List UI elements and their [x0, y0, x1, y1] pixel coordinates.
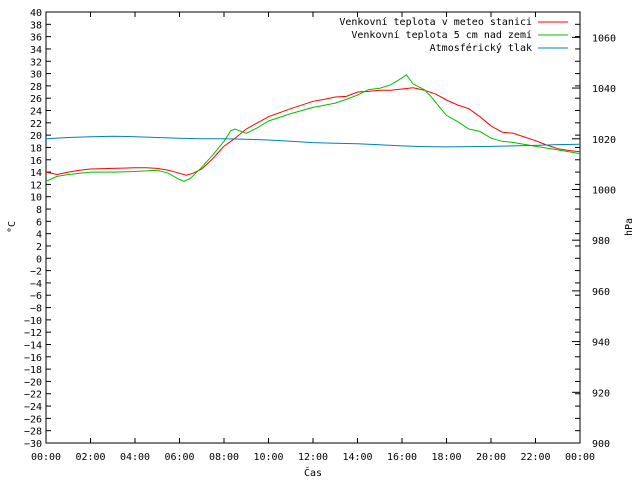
- y-tick-label: −22: [24, 390, 42, 401]
- series-line-1: [45, 87, 581, 176]
- y-tick-label: 10: [30, 193, 42, 204]
- y-tick-label: 22: [30, 119, 42, 130]
- y-tick-label: 38: [30, 20, 42, 31]
- y-tick-label: −30: [24, 439, 42, 450]
- legend: Venkovní teplota v meteo staniciVenkovní…: [339, 16, 568, 54]
- y-tick-label: −28: [24, 427, 42, 438]
- y-tick-label: −20: [24, 377, 42, 388]
- y-tick-label: −24: [24, 402, 42, 413]
- y-axis-left: 4038363432302826242220181614121086420−2−…: [24, 8, 580, 450]
- series-layer: [45, 74, 581, 182]
- y2-tick-label: 900: [592, 439, 610, 450]
- y-tick-label: −4: [30, 279, 42, 290]
- y2-tick-label: 1000: [592, 185, 616, 196]
- x-tick-label: 02:00: [75, 452, 105, 463]
- x-tick-label: 20:00: [476, 452, 506, 463]
- x-tick-label: 00:00: [565, 452, 595, 463]
- x-tick-label: 04:00: [120, 452, 150, 463]
- y-tick-label: 2: [36, 242, 42, 253]
- y-tick-label: 34: [30, 45, 42, 56]
- x-tick-label: 10:00: [253, 452, 283, 463]
- y2-tick-label: 960: [592, 287, 610, 298]
- y-tick-label: −8: [30, 304, 42, 315]
- x-tick-label: 18:00: [431, 452, 461, 463]
- series-line-3: [45, 135, 581, 148]
- y-tick-label: −2: [30, 267, 42, 278]
- x-tick-label: 16:00: [387, 452, 417, 463]
- y-tick-label: 26: [30, 94, 42, 105]
- y-tick-label: −16: [24, 353, 42, 364]
- y-tick-label: 24: [30, 107, 42, 118]
- y-axis-right: 1060 1040 1020 1000 980 960 940 920 900: [572, 33, 616, 450]
- legend-label: Atmosférický tlak: [430, 42, 532, 54]
- y2-tick-label: 1060: [592, 33, 616, 44]
- y-tick-label: −12: [24, 328, 42, 339]
- y-tick-label: 12: [30, 180, 42, 191]
- x-tick-label: 06:00: [164, 452, 194, 463]
- y-tick-label: −10: [24, 316, 42, 327]
- x-tick-label: 00:00: [31, 452, 61, 463]
- y2-tick-label: 920: [592, 388, 610, 399]
- y-tick-label: 40: [30, 8, 42, 19]
- y-tick-label: 18: [30, 143, 42, 154]
- y-tick-label: 0: [36, 254, 42, 265]
- y2-tick-label: 940: [592, 338, 610, 349]
- y2-tick-label: 980: [592, 236, 610, 247]
- y-tick-label: 8: [36, 205, 42, 216]
- y-tick-label: 14: [30, 168, 42, 179]
- legend-label: Venkovní teplota 5 cm nad zemí: [351, 29, 532, 41]
- y-tick-label: −18: [24, 365, 42, 376]
- y2-tick-label: 1040: [592, 84, 616, 95]
- y-tick-label: 30: [30, 70, 42, 81]
- y-tick-label: −14: [24, 340, 42, 351]
- y-tick-label: 16: [30, 156, 42, 167]
- y-tick-label: 28: [30, 82, 42, 93]
- y-tick-label: 32: [30, 57, 42, 68]
- x-tick-label: 08:00: [209, 452, 239, 463]
- x-tick-label: 14:00: [342, 452, 372, 463]
- legend-label: Venkovní teplota v meteo stanici: [339, 16, 532, 28]
- y-tick-label: −6: [30, 291, 42, 302]
- y-tick-label: −26: [24, 414, 42, 425]
- y-tick-label: 4: [36, 230, 42, 241]
- series-line-2: [45, 74, 581, 182]
- y-axis-label: °C: [7, 221, 18, 233]
- x-axis: 00:00 02:00 04:00 06:00 08:00 10:00 12:00 14:00…: [31, 12, 595, 463]
- y-tick-label: 6: [36, 217, 42, 228]
- y-tick-label: 36: [30, 33, 42, 44]
- y-tick-label: 20: [30, 131, 42, 142]
- x-tick-label: 12:00: [298, 452, 328, 463]
- y2-axis-label: hPa: [624, 218, 635, 236]
- plot-frame: [45, 11, 581, 444]
- x-axis-label: Čas: [304, 466, 322, 479]
- x-tick-label: 22:00: [520, 452, 550, 463]
- y2-tick-label: 1020: [592, 135, 616, 146]
